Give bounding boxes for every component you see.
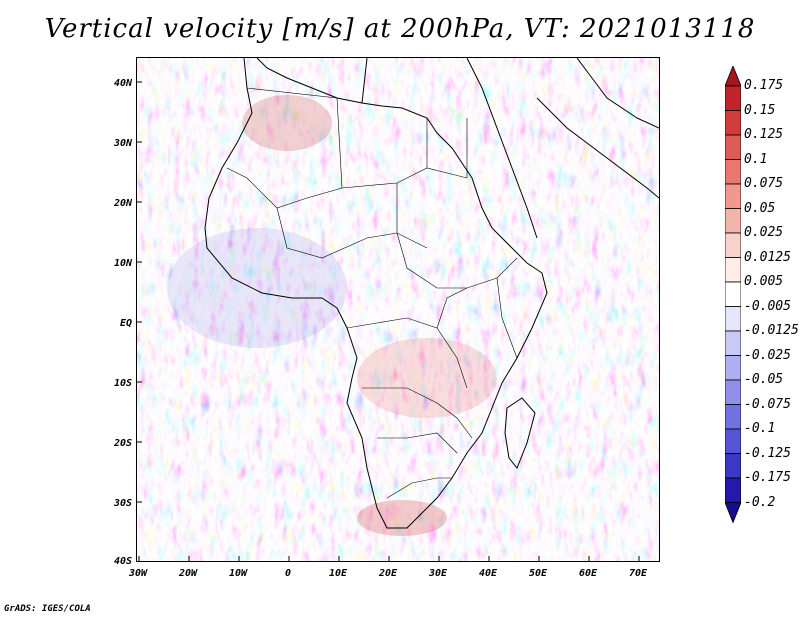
lon-label: 50E: [528, 568, 548, 579]
colorbar-box: [725, 281, 741, 307]
colorbar-label: 0.1: [744, 151, 768, 167]
colorbar-label: -0.005: [744, 298, 791, 314]
colorbar-box: [725, 330, 741, 356]
colorbar-box: [725, 208, 741, 234]
lon-label: 10W: [228, 568, 248, 579]
colorbar-box: [725, 134, 741, 160]
colorbar-box: [725, 110, 741, 136]
velocity-map: [136, 57, 660, 562]
lat-label: 30S: [113, 498, 132, 509]
colorbar-label: -0.125: [744, 445, 791, 461]
west-africa-descent: [167, 228, 347, 348]
colorbar-box: [725, 159, 741, 185]
lon-label: 30W: [128, 568, 148, 579]
colorbar: [725, 66, 741, 524]
colorbar-box: [725, 355, 741, 381]
colorbar-label: 0.075: [744, 176, 784, 191]
colorbar-label: -0.025: [744, 347, 791, 363]
colorbar-label: -0.075: [744, 396, 791, 412]
colorbar-label: -0.0125: [744, 323, 799, 338]
colorbar-label: 0.005: [744, 274, 784, 289]
colorbar-box: [725, 453, 741, 479]
lat-label: 40S: [113, 556, 132, 567]
colorbar-box: [725, 306, 741, 332]
colorbar-box: [725, 232, 741, 258]
colorbar-label: 0.025: [744, 225, 784, 240]
lat-label: 40N: [113, 78, 132, 89]
colorbar-label: 0.125: [744, 127, 784, 142]
colorbar-arrow-top: [725, 66, 741, 87]
colorbar-boxes: [725, 66, 741, 524]
lat-label: 30N: [113, 138, 132, 149]
lon-label: 10E: [328, 568, 348, 579]
chart-title: Vertical velocity [m/s] at 200hPa, VT: 2…: [44, 14, 756, 44]
lon-label: 20E: [378, 568, 398, 579]
colorbar-label: -0.175: [744, 470, 791, 485]
colorbar-box: [725, 183, 741, 209]
lat-label: 20N: [113, 198, 132, 209]
lon-label: 0: [284, 568, 292, 579]
colorbar-label: -0.1: [744, 421, 776, 436]
lon-label: 60E: [578, 568, 598, 579]
lat-label: 10S: [113, 378, 132, 389]
lat-label: 20S: [113, 438, 132, 449]
colorbar-box: [725, 257, 741, 283]
colorbar-box: [725, 428, 741, 454]
colorbar-box: [725, 85, 741, 111]
colorbar-label: 0.05: [744, 200, 776, 216]
warm-anomaly-region: [357, 338, 497, 418]
colorbar-box: [725, 477, 741, 503]
colorbar-label: -0.2: [744, 494, 776, 510]
velocity-field-overlay: [137, 58, 659, 561]
colorbar-label: 0.0125: [744, 249, 791, 265]
colorbar-box: [725, 404, 741, 430]
lon-label: 30E: [428, 568, 448, 579]
colorbar-label: 0.175: [744, 78, 784, 93]
footer-credit: GrADS: IGES/COLA: [4, 604, 91, 614]
colorbar-arrow-bottom: [725, 502, 741, 524]
north-africa-anomaly: [242, 95, 332, 151]
south-africa-anomaly: [357, 500, 447, 536]
lat-label: 10N: [113, 258, 132, 269]
colorbar-label: -0.05: [744, 372, 784, 387]
lon-label: 40E: [478, 568, 498, 579]
colorbar-label: 0.15: [744, 102, 776, 118]
lon-label: 70E: [628, 568, 648, 579]
axis-ticks: [137, 81, 640, 561]
colorbar-box: [725, 379, 741, 405]
country-borders: [226, 87, 518, 499]
map-canvas: [137, 58, 659, 561]
lon-label: 20W: [178, 568, 198, 579]
lat-label: EQ: [119, 318, 132, 329]
